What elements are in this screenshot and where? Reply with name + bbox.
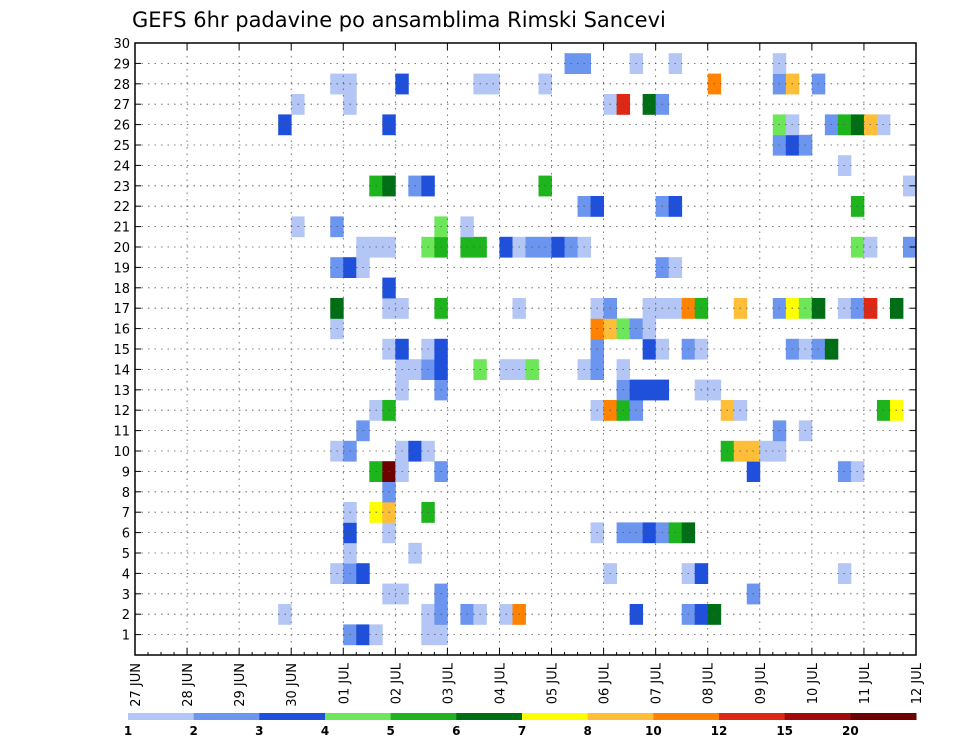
colorbar-swatch — [522, 713, 589, 720]
y-tick-label: 25 — [113, 139, 130, 154]
y-tick-label: 17 — [113, 302, 130, 317]
y-tick-label: 13 — [113, 384, 130, 399]
y-tick-label: 11 — [113, 425, 130, 440]
colorbar-swatch — [259, 713, 326, 720]
y-tick-label: 19 — [113, 261, 130, 276]
y-tick-label: 24 — [113, 159, 130, 174]
y-tick-label: 5 — [122, 547, 130, 562]
x-tick-label: 10 JUL — [806, 662, 821, 704]
y-tick-label: 12 — [113, 404, 130, 419]
y-tick-label: 28 — [113, 78, 130, 93]
y-axis-ticks: 1234567891011121314151617181920212223242… — [113, 37, 916, 644]
y-tick-label: 1 — [122, 629, 130, 644]
y-tick-label: 29 — [113, 57, 130, 72]
colorbar-label: 8 — [583, 724, 591, 738]
y-tick-label: 18 — [113, 282, 130, 297]
colorbar-label: 4 — [321, 724, 329, 738]
colorbar-label: 3 — [255, 724, 263, 738]
colorbar-legend: 1 2 3 4 5 6 7 8 10 12 15 20 — [124, 713, 917, 738]
colorbar-swatch — [456, 713, 523, 720]
colorbar-label: 12 — [711, 724, 728, 738]
colorbar-label: 1 — [124, 724, 132, 738]
colorbar-swatch — [850, 713, 917, 720]
x-tick-label: 30 JUN — [285, 663, 300, 707]
y-tick-label: 2 — [122, 608, 130, 623]
y-tick-label: 7 — [122, 506, 130, 521]
colorbar-swatch — [325, 713, 392, 720]
x-tick-label: 09 JUL — [754, 662, 769, 704]
x-tick-label: 08 JUL — [702, 662, 717, 704]
x-tick-label: 28 JUN — [181, 663, 196, 707]
y-tick-label: 10 — [113, 445, 130, 460]
colorbar-swatch — [390, 713, 457, 720]
x-tick-label: 05 JUL — [546, 662, 561, 704]
y-tick-label: 6 — [122, 527, 130, 542]
y-tick-label: 23 — [113, 180, 130, 195]
y-tick-label: 15 — [113, 343, 130, 358]
y-tick-label: 14 — [113, 363, 130, 378]
x-tick-label: 12 JUL — [910, 662, 925, 704]
colorbar-label: 7 — [518, 724, 526, 738]
y-tick-label: 4 — [122, 567, 130, 582]
colorbar-swatch — [128, 713, 195, 720]
colorbar-swatch — [719, 713, 786, 720]
x-tick-label: 04 JUL — [493, 662, 508, 704]
colorbar-label: 2 — [189, 724, 197, 738]
x-tick-label: 29 JUN — [233, 663, 248, 707]
colorbar-swatch — [193, 713, 260, 720]
colorbar-swatch — [653, 713, 720, 720]
x-tick-label: 11 JUL — [858, 662, 873, 704]
y-tick-label: 16 — [113, 323, 130, 338]
colorbar-swatch — [587, 713, 654, 720]
x-tick-label: 03 JUL — [441, 662, 456, 704]
y-tick-label: 21 — [113, 221, 130, 236]
y-tick-label: 26 — [113, 119, 130, 134]
y-tick-label: 30 — [113, 37, 130, 52]
x-tick-label: 01 JUL — [337, 662, 352, 704]
y-tick-label: 22 — [113, 200, 130, 215]
colorbar-swatch — [784, 713, 851, 720]
x-tick-label: 27 JUN — [129, 663, 144, 707]
x-tick-label: 07 JUL — [650, 662, 665, 704]
x-tick-label: 06 JUL — [598, 662, 613, 704]
colorbar-label: 15 — [776, 724, 793, 738]
y-tick-label: 8 — [122, 486, 130, 501]
x-axis-ticks: 27 JUN 28 JUN 29 JUN 30 JUN 01 JUL 02 JUL 03 J… — [129, 43, 925, 707]
colorbar-label: 10 — [645, 724, 662, 738]
y-tick-label: 20 — [113, 241, 130, 256]
y-tick-label: 27 — [113, 98, 130, 113]
x-tick-label: 02 JUL — [389, 662, 404, 704]
chart-title: GEFS 6hr padavine po ansamblima Rimski S… — [132, 8, 666, 32]
y-tick-label: 9 — [122, 465, 130, 480]
colorbar-label: 20 — [842, 724, 859, 738]
y-tick-label: 3 — [122, 588, 130, 603]
colorbar-label: 6 — [452, 724, 460, 738]
colorbar-label: 5 — [386, 724, 394, 738]
